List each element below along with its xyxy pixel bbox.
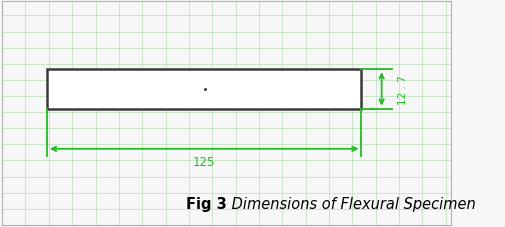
Text: 12 . 7: 12 . 7 [397,75,407,104]
Text: 125: 125 [192,155,215,168]
Text: Fig 3: Fig 3 [185,197,226,212]
Bar [47,70,361,109]
Text: Dimensions of Flexural Specimen: Dimensions of Flexural Specimen [226,197,475,212]
